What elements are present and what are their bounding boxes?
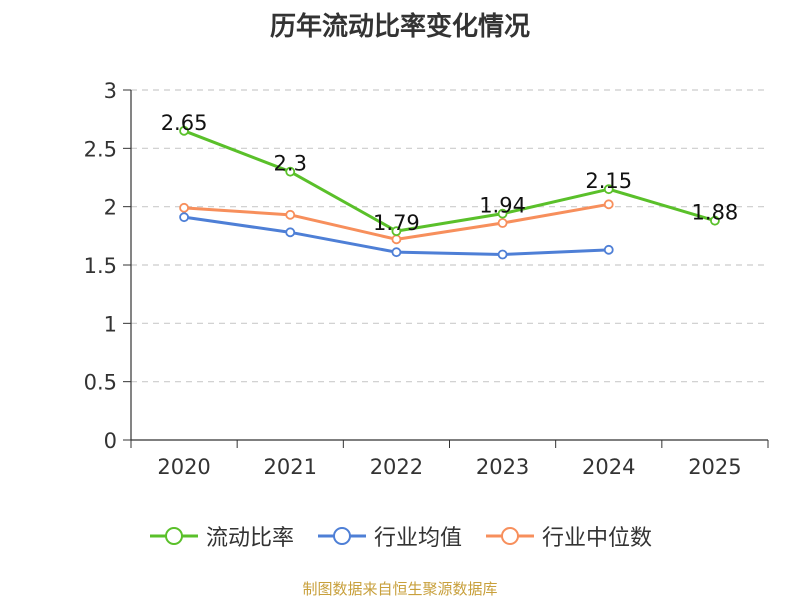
data-point — [497, 249, 508, 260]
legend-marker — [501, 527, 519, 545]
legend-label: 行业中位数 — [542, 526, 653, 551]
y-tick-label: 3 — [104, 79, 117, 103]
data-point — [285, 209, 296, 220]
data-point — [285, 166, 296, 177]
data-label: 2.65 — [161, 111, 208, 135]
series-line — [183, 129, 716, 233]
y-tick-label: 1.5 — [84, 254, 117, 278]
legend-item[interactable]: 行业中位数 — [484, 520, 652, 552]
legend-label: 行业均值 — [373, 526, 462, 551]
x-tick-label: 2022 — [370, 455, 423, 479]
data-label: 1.94 — [479, 194, 526, 218]
legend-item[interactable]: 流动比率 — [148, 520, 294, 552]
legend-swatch-icon — [149, 527, 198, 545]
x-tick-label: 2024 — [582, 455, 635, 479]
data-label: 1.79 — [373, 211, 420, 235]
data-point — [179, 202, 189, 213]
data-point — [179, 125, 189, 136]
data-point — [391, 234, 402, 245]
y-tick-label: 0 — [104, 429, 117, 453]
legend-swatch-icon — [317, 527, 366, 545]
x-tick-label: 2021 — [264, 455, 317, 479]
legend-label: 流动比率 — [205, 526, 294, 551]
y-tick-label: 0.5 — [84, 371, 117, 395]
data-point — [497, 208, 508, 219]
series-1 — [179, 212, 614, 260]
x-tick-label: 2020 — [157, 455, 210, 479]
legend-marker — [164, 527, 183, 545]
legend-item[interactable]: 行业均值 — [316, 520, 462, 552]
series-0: 2.65 2.3 1.79 1.94 2.15 1.88 — [161, 111, 739, 237]
x-tick-label: 2025 — [688, 455, 741, 479]
x-tick-label: 2023 — [476, 455, 529, 479]
data-label: 1.88 — [692, 201, 739, 225]
data-point — [710, 215, 720, 226]
data-point — [179, 212, 189, 223]
data-point — [603, 199, 614, 210]
data-label: 2.15 — [585, 169, 632, 193]
data-point — [603, 244, 614, 255]
legend: 流动比率 行业均值 行业中位数 — [0, 520, 800, 552]
y-tick-label: 2 — [104, 196, 117, 220]
data-point — [497, 218, 508, 228]
legend-marker — [332, 527, 351, 545]
y-tick-label: 2.5 — [84, 137, 117, 161]
data-point — [391, 226, 402, 237]
chart-title: 历年流动比率变化情况 — [269, 12, 530, 42]
y-tick-label: 1 — [104, 312, 117, 336]
data-point — [285, 227, 296, 238]
data-point — [391, 247, 402, 258]
data-label: 2.3 — [274, 152, 307, 176]
legend-swatch-icon — [486, 527, 534, 545]
source-note: 制图数据来自恒生聚源数据库 — [302, 580, 498, 598]
data-point — [603, 184, 614, 195]
